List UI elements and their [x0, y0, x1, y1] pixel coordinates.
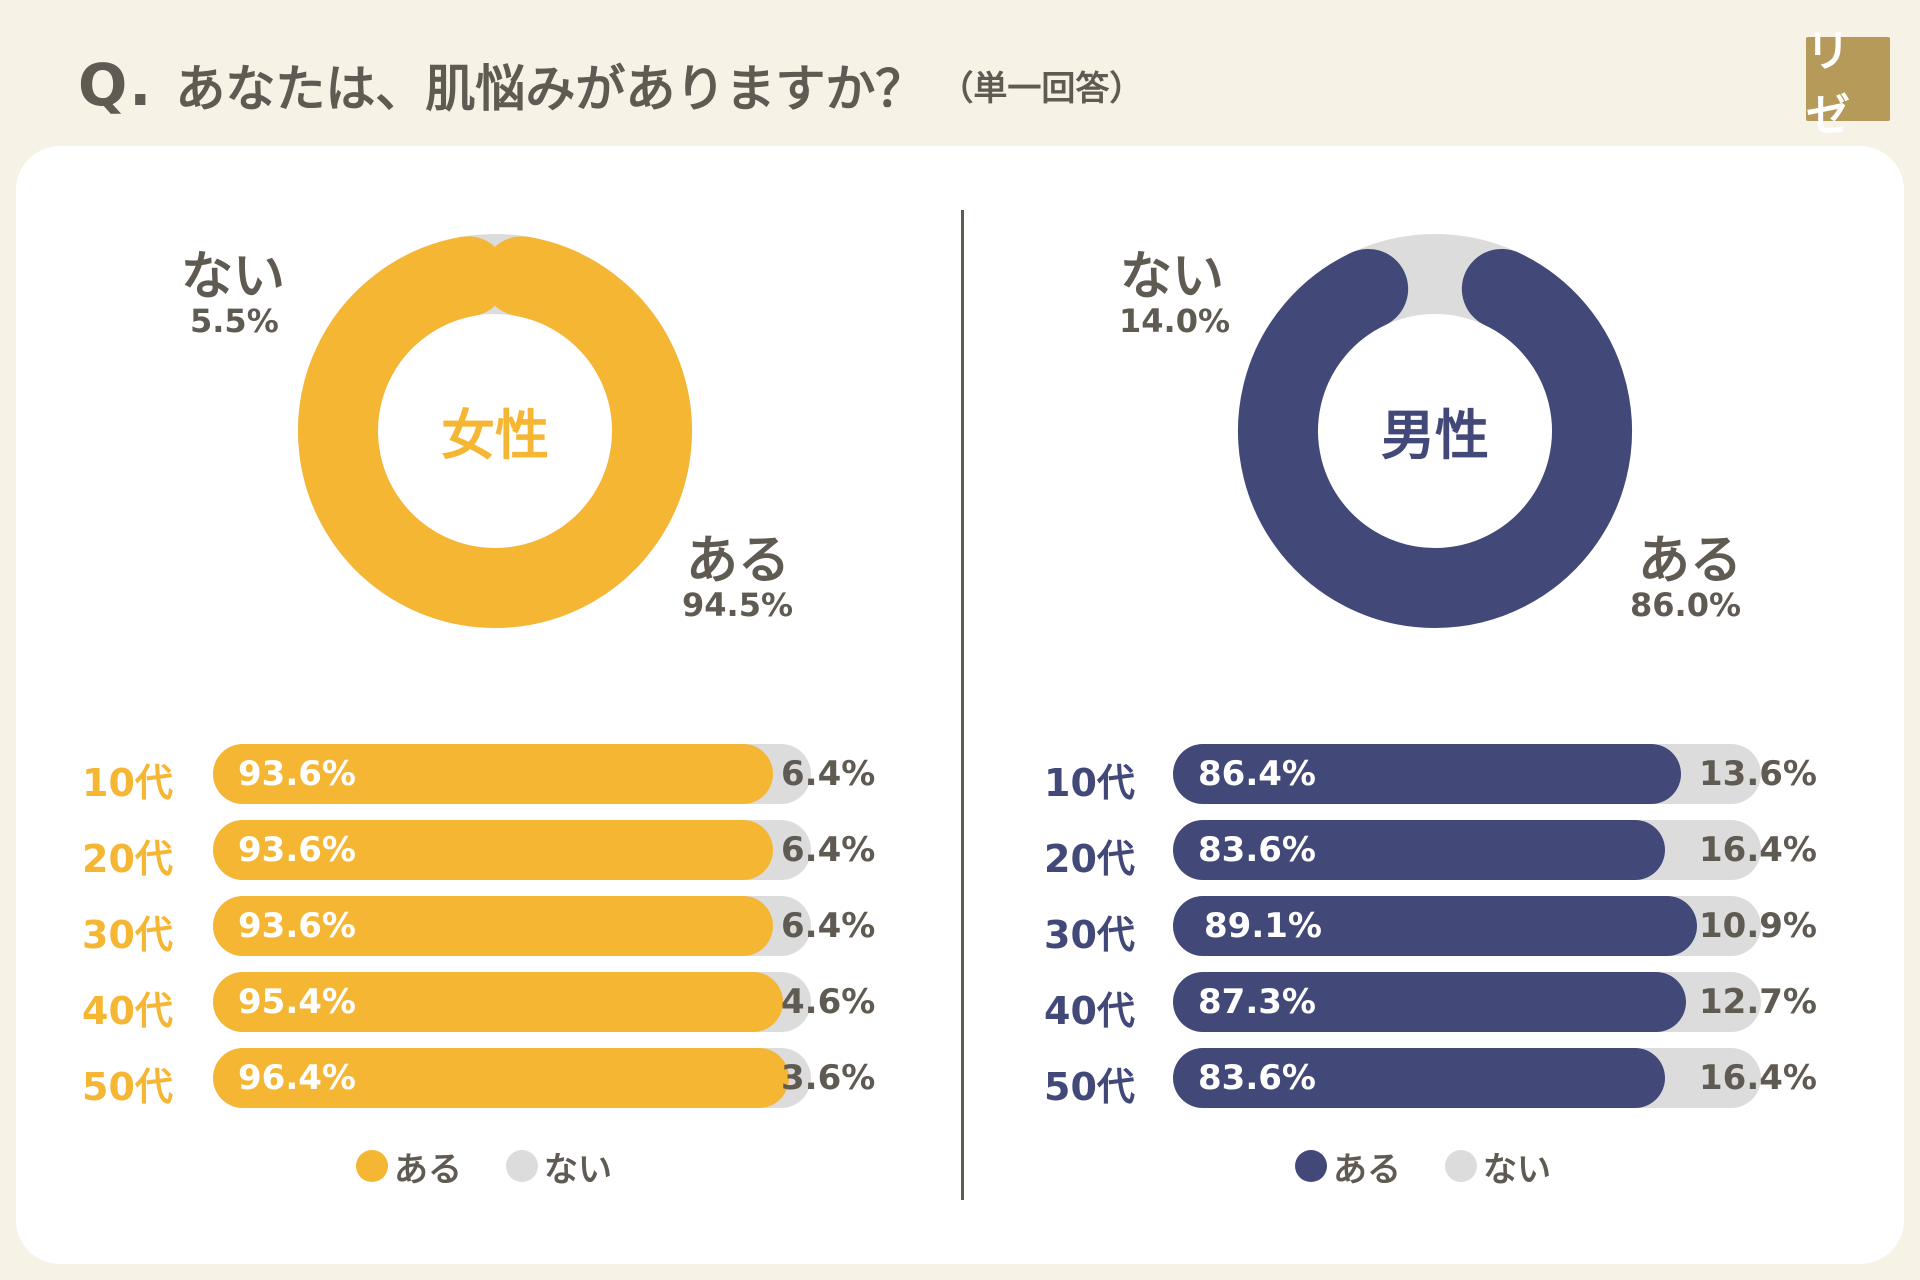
male-bar-fill-yes [1173, 744, 1682, 804]
male-donut: 男性 [1235, 231, 1635, 631]
female-bar-no-value: 4.6% [781, 982, 876, 1022]
male-bar-row: 40代 87.3% 12.7% [960, 972, 1904, 1034]
female-bar-fill-yes [213, 820, 773, 880]
female-age-label: 50代 [82, 1065, 173, 1109]
legend-label-yes: ある [1333, 1149, 1401, 1190]
male-bar-yes-value: 89.1% [1204, 906, 1322, 946]
male-age-label: 30代 [1044, 913, 1135, 957]
male-bar-no-value: 12.7% [1699, 982, 1817, 1022]
male-bar-no-value: 16.4% [1699, 830, 1817, 870]
question-note: （単一回答） [939, 68, 1144, 109]
female-bar-yes-value: 93.6% [238, 906, 356, 946]
female-no-value: 5.5% [190, 302, 279, 340]
legend-label-no: ない [544, 1149, 612, 1190]
male-bar-fill-yes [1173, 972, 1687, 1032]
female-bar-no-value: 6.4% [781, 830, 876, 870]
male-yes-label: ある [1638, 531, 1743, 591]
female-bar-no-value: 3.6% [781, 1058, 876, 1098]
male-bar-no-value: 13.6% [1699, 754, 1817, 794]
female-bar-track [213, 1048, 811, 1108]
male-bar-yes-value: 83.6% [1198, 1058, 1316, 1098]
male-age-label: 50代 [1044, 1065, 1135, 1109]
male-legend: ある ない [1295, 1146, 1595, 1190]
male-donut-title: 男性 [1381, 404, 1489, 467]
female-age-label: 10代 [82, 761, 173, 805]
legend-label-no: ない [1483, 1149, 1551, 1190]
legend-label-yes: ある [394, 1149, 462, 1190]
female-bar-yes-value: 93.6% [238, 754, 356, 794]
male-bar-no-value: 10.9% [1699, 906, 1817, 946]
female-bar-row: 50代 96.4% 3.6% [16, 1048, 960, 1110]
question-header: Q. あなたは、肌悩みがありますか？ （単一回答） [78, 40, 1143, 130]
female-age-label: 40代 [82, 989, 173, 1033]
male-bar-no-value: 16.4% [1699, 1058, 1817, 1098]
female-bar-yes-value: 93.6% [238, 830, 356, 870]
male-donut-arc-yes [1238, 248, 1632, 628]
male-bar-row: 50代 83.6% 16.4% [960, 1048, 1904, 1110]
female-yes-value: 94.5% [682, 586, 794, 624]
legend-dot-no [506, 1150, 538, 1182]
female-bar-fill-yes [213, 896, 773, 956]
male-age-label: 20代 [1044, 837, 1135, 881]
question-mark: Q. [78, 51, 154, 119]
female-bar-yes-value: 95.4% [238, 982, 356, 1022]
female-donut-arc-yes [298, 236, 692, 628]
male-bar-track [1173, 744, 1761, 804]
female-age-label: 30代 [82, 913, 173, 957]
legend-dot-no [1445, 1150, 1477, 1182]
male-no-value: 14.0% [1119, 302, 1231, 340]
legend-item-no: ない [1445, 1142, 1551, 1191]
male-age-label: 40代 [1044, 989, 1135, 1033]
male-age-label: 10代 [1044, 761, 1135, 805]
brand-logo: リゼ [1806, 26, 1890, 141]
female-bar-track [213, 820, 811, 880]
female-bar-track [213, 896, 811, 956]
female-donut-title: 女性 [441, 404, 549, 467]
female-bar-yes-value: 96.4% [238, 1058, 356, 1098]
male-yes-value: 86.0% [1630, 586, 1742, 624]
female-bar-fill-yes [213, 744, 773, 804]
legend-item-yes: ある [1295, 1142, 1401, 1191]
male-bar-fill-yes [1173, 820, 1665, 880]
male-bar-yes-value: 86.4% [1198, 754, 1316, 794]
female-bar-row: 40代 95.4% 4.6% [16, 972, 960, 1034]
male-bar-track [1173, 1048, 1761, 1108]
male-no-label: ない [1120, 247, 1225, 307]
male-donut-svg [1238, 234, 1632, 628]
female-donut-svg [298, 234, 692, 628]
male-bar-fill-yes [1173, 896, 1697, 956]
panel-divider [961, 210, 964, 1200]
male-bar-row: 10代 86.4% 13.6% [960, 744, 1904, 806]
male-bar-fill-yes [1173, 1048, 1665, 1108]
female-bar-track [213, 972, 811, 1032]
female-bar-no-value: 6.4% [781, 754, 876, 794]
female-panel: 女性 ない 5.5% ある 94.5% 10代 93.6% 6.4% 20代 9… [16, 146, 960, 1264]
male-bar-yes-value: 87.3% [1198, 982, 1316, 1022]
male-bar-track [1173, 896, 1761, 956]
male-bar-track [1173, 972, 1761, 1032]
male-bar-row: 20代 83.6% 16.4% [960, 820, 1904, 882]
male-bar-yes-value: 83.6% [1198, 830, 1316, 870]
female-legend: ある ない [356, 1146, 656, 1190]
female-yes-label: ある [686, 531, 791, 591]
female-bar-track [213, 744, 811, 804]
question-title: あなたは、肌悩みがありますか？ [175, 60, 926, 118]
legend-item-no: ない [506, 1142, 612, 1191]
male-bar-row: 30代 89.1% 10.9% [960, 896, 1904, 958]
male-bar-track [1173, 820, 1761, 880]
female-bar-row: 30代 93.6% 6.4% [16, 896, 960, 958]
female-bar-row: 20代 93.6% 6.4% [16, 820, 960, 882]
female-donut: 女性 [295, 231, 695, 631]
legend-dot-yes [356, 1150, 388, 1182]
female-no-label: ない [181, 247, 286, 307]
female-bar-no-value: 6.4% [781, 906, 876, 946]
female-bar-fill-yes [213, 1048, 790, 1108]
legend-item-yes: ある [356, 1142, 462, 1191]
female-bar-fill-yes [213, 972, 784, 1032]
male-panel: 男性 ない 14.0% ある 86.0% 10代 86.4% 13.6% 20代… [960, 146, 1904, 1264]
female-age-label: 20代 [82, 837, 173, 881]
female-bar-row: 10代 93.6% 6.4% [16, 744, 960, 806]
legend-dot-yes [1295, 1150, 1327, 1182]
